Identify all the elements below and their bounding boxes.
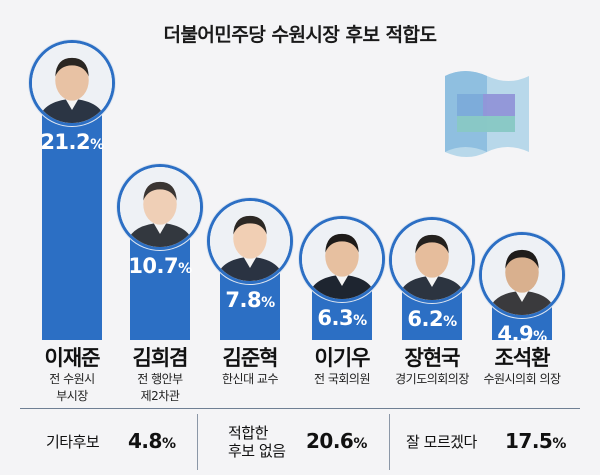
other-label-etc: 기타후보 <box>46 433 100 451</box>
divider <box>20 408 580 409</box>
value-label-4: 6.3% <box>317 305 367 330</box>
candidate-role-6: 수원시의회 의장 <box>483 372 561 386</box>
separator <box>197 414 198 470</box>
person-icon <box>302 218 382 299</box>
candidate-role-2: 전 행안부 제2차관 <box>137 372 183 403</box>
candidate-name-2: 김희겸 <box>132 346 189 370</box>
portrait-3 <box>207 198 293 285</box>
candidate-name-4: 이기우 <box>314 346 371 370</box>
candidate-role-3: 한신대 교수 <box>221 372 279 386</box>
flag-icon <box>445 71 529 157</box>
other-label-none: 적합한 후보 없음 <box>228 424 286 460</box>
person-icon <box>32 43 112 123</box>
person-icon <box>392 219 472 300</box>
other-value-none: 20.6% <box>306 429 367 453</box>
person-icon <box>120 166 200 247</box>
candidate-name-3: 김준혁 <box>222 346 279 370</box>
portrait-6 <box>479 232 565 319</box>
portrait-4 <box>299 215 385 302</box>
candidate-role-5: 경기도의회의장 <box>395 372 469 386</box>
other-value-etc: 4.8% <box>128 429 176 453</box>
value-label-1: 21.2% <box>40 130 104 154</box>
bar-1 <box>42 90 102 340</box>
value-label-5: 6.2% <box>407 306 457 331</box>
portrait-2 <box>117 163 203 250</box>
candidate-name-5: 장현국 <box>404 346 461 370</box>
other-value-unknown: 17.5% <box>505 429 566 453</box>
candidate-role-4: 전 국회의원 <box>313 372 371 386</box>
separator <box>389 414 390 470</box>
candidate-name-6: 조석환 <box>494 346 551 370</box>
candidate-name-1: 이재준 <box>44 346 101 370</box>
chart-title: 더불어민주당 수원시장 후보 적합도 <box>163 24 437 46</box>
person-icon <box>482 235 562 316</box>
portrait-5 <box>389 216 475 303</box>
portrait-1 <box>29 40 115 126</box>
person-icon <box>210 201 290 282</box>
value-label-2: 10.7% <box>128 253 192 278</box>
value-label-6: 4.9% <box>497 322 547 347</box>
other-label-unknown: 잘 모르겠다 <box>406 433 477 451</box>
candidate-role-1: 전 수원시 부시장 <box>49 372 95 403</box>
value-label-3: 7.8% <box>225 288 275 313</box>
